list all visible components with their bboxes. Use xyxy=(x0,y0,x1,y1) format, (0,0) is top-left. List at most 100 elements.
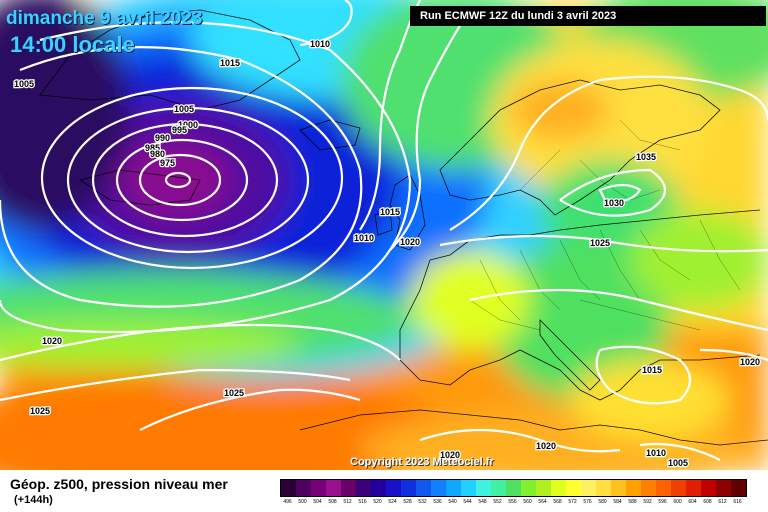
color-scale-bar xyxy=(280,479,747,497)
color-scale-cell xyxy=(626,480,641,496)
color-scale-cell xyxy=(656,480,671,496)
color-scale-tick: 576 xyxy=(583,499,592,505)
color-scale-tick: 568 xyxy=(553,499,562,505)
island-coast xyxy=(299,119,361,151)
color-scale-cell xyxy=(281,480,296,496)
forecast-time: 14:00 locale xyxy=(10,32,135,57)
iceland-coast xyxy=(79,169,201,206)
isobar-975 xyxy=(164,171,192,189)
africa-coast xyxy=(299,409,768,446)
color-scale-cell xyxy=(701,480,716,496)
isobar-label: 1000 xyxy=(178,120,198,130)
model-run-banner: Run ECMWF 12Z du lundi 3 avril 2023 xyxy=(410,6,766,26)
isobar-label: 1025 xyxy=(30,406,50,416)
color-scale-tick: 512 xyxy=(343,499,352,505)
color-scale-cell xyxy=(311,480,326,496)
color-scale-cell xyxy=(296,480,311,496)
legend-title: Géop. z500, pression niveau mer xyxy=(10,476,228,492)
color-scale-cell xyxy=(386,480,401,496)
color-scale-cell xyxy=(596,480,611,496)
isobar-label: 995 xyxy=(172,125,187,135)
color-scale-tick: 616 xyxy=(733,499,742,505)
color-scale-tick: 500 xyxy=(298,499,307,505)
isobar-label: 1030 xyxy=(604,198,624,208)
color-scale-tick: 612 xyxy=(718,499,727,505)
color-scale-cell xyxy=(536,480,551,496)
color-scale-tick: 520 xyxy=(373,499,382,505)
color-scale-cell xyxy=(521,480,536,496)
color-scale-cell xyxy=(641,480,656,496)
color-scale-cell xyxy=(731,480,746,496)
color-scale-tick: 596 xyxy=(658,499,667,505)
isobar-label: 1025 xyxy=(590,238,610,248)
color-scale-tick: 548 xyxy=(478,499,487,505)
isobar-label: 1020 xyxy=(42,336,62,346)
color-scale-cell xyxy=(506,480,521,496)
isobar-label: 1025 xyxy=(224,388,244,398)
isobar-label: 1010 xyxy=(310,39,330,49)
color-scale-cell xyxy=(446,480,461,496)
color-scale-tick: 536 xyxy=(433,499,442,505)
geopotential-field xyxy=(0,0,768,470)
copyright-notice: Copyright 2023 Meteociel.fr xyxy=(350,456,494,468)
isobar-label: 1020 xyxy=(740,357,760,367)
color-scale-cell xyxy=(326,480,341,496)
color-scale-cell xyxy=(581,480,596,496)
color-scale-tick: 544 xyxy=(463,499,472,505)
isobar-label: 1005 xyxy=(174,104,194,114)
color-scale-cell xyxy=(551,480,566,496)
color-scale-cell xyxy=(671,480,686,496)
color-scale-tick: 584 xyxy=(613,499,622,505)
color-scale-cell xyxy=(476,480,491,496)
color-scale-cell xyxy=(341,480,356,496)
color-scale-tick: 592 xyxy=(643,499,652,505)
isobar-label: 985 xyxy=(145,143,160,153)
ireland-coast xyxy=(374,209,393,236)
isobar-label: 1015 xyxy=(220,58,240,68)
color-scale-cell xyxy=(371,480,386,496)
scandinavia-coast xyxy=(439,79,721,216)
europe-coast xyxy=(399,209,761,401)
isobar-label: 990 xyxy=(155,133,170,143)
isobar-label: 1015 xyxy=(380,207,400,217)
color-scale-cell xyxy=(416,480,431,496)
color-scale-tick: 556 xyxy=(508,499,517,505)
britain-coast xyxy=(389,174,426,251)
legend-subtitle: (+144h) xyxy=(14,494,53,506)
isobar-labels: 1005 1010 1015 1005 1000 995 990 985 980… xyxy=(13,38,762,470)
isobar-label: 1020 xyxy=(400,237,420,247)
isobar-label: 1010 xyxy=(646,448,666,458)
color-scale-cell xyxy=(401,480,416,496)
italy-coast xyxy=(539,319,601,391)
color-scale-tick: 560 xyxy=(523,499,532,505)
color-scale-cell xyxy=(611,480,626,496)
color-scale-tick: 504 xyxy=(313,499,322,505)
color-scale-cell xyxy=(356,480,371,496)
color-scale-tick: 524 xyxy=(388,499,397,505)
isobar-label: 1010 xyxy=(354,233,374,243)
color-scale-cell xyxy=(566,480,581,496)
isobar-label: 1005 xyxy=(14,79,34,89)
color-scale-tick: 516 xyxy=(358,499,367,505)
color-scale-tick: 572 xyxy=(568,499,577,505)
isobar-label: 1020 xyxy=(536,441,556,451)
color-scale-tick: 540 xyxy=(448,499,457,505)
color-scale-cell xyxy=(716,480,731,496)
isobar-label: 1020 xyxy=(440,450,460,460)
color-scale-tick: 604 xyxy=(688,499,697,505)
z500-pressure-map: 1005 1010 1015 1005 1000 995 990 985 980… xyxy=(0,0,768,470)
color-scale-tick: 608 xyxy=(703,499,712,505)
color-scale-tick: 528 xyxy=(403,499,412,505)
color-scale-tick: 532 xyxy=(418,499,427,505)
color-scale-cell xyxy=(461,480,476,496)
color-scale-cell xyxy=(686,480,701,496)
coastlines xyxy=(39,9,768,446)
greenland-coast xyxy=(39,9,301,111)
color-scale-cell xyxy=(491,480,506,496)
color-scale-tick: 508 xyxy=(328,499,337,505)
color-scale-tick: 600 xyxy=(673,499,682,505)
color-scale-tick: 552 xyxy=(493,499,502,505)
isobar-label: 1005 xyxy=(668,458,688,468)
isobar-label: 975 xyxy=(160,158,175,168)
color-scale-tick: 580 xyxy=(598,499,607,505)
